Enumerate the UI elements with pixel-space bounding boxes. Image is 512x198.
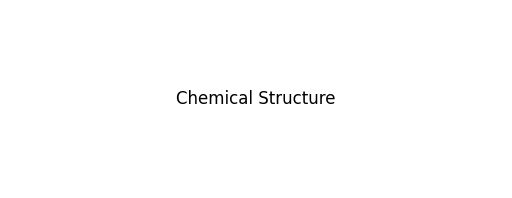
Text: Chemical Structure: Chemical Structure	[176, 90, 336, 108]
